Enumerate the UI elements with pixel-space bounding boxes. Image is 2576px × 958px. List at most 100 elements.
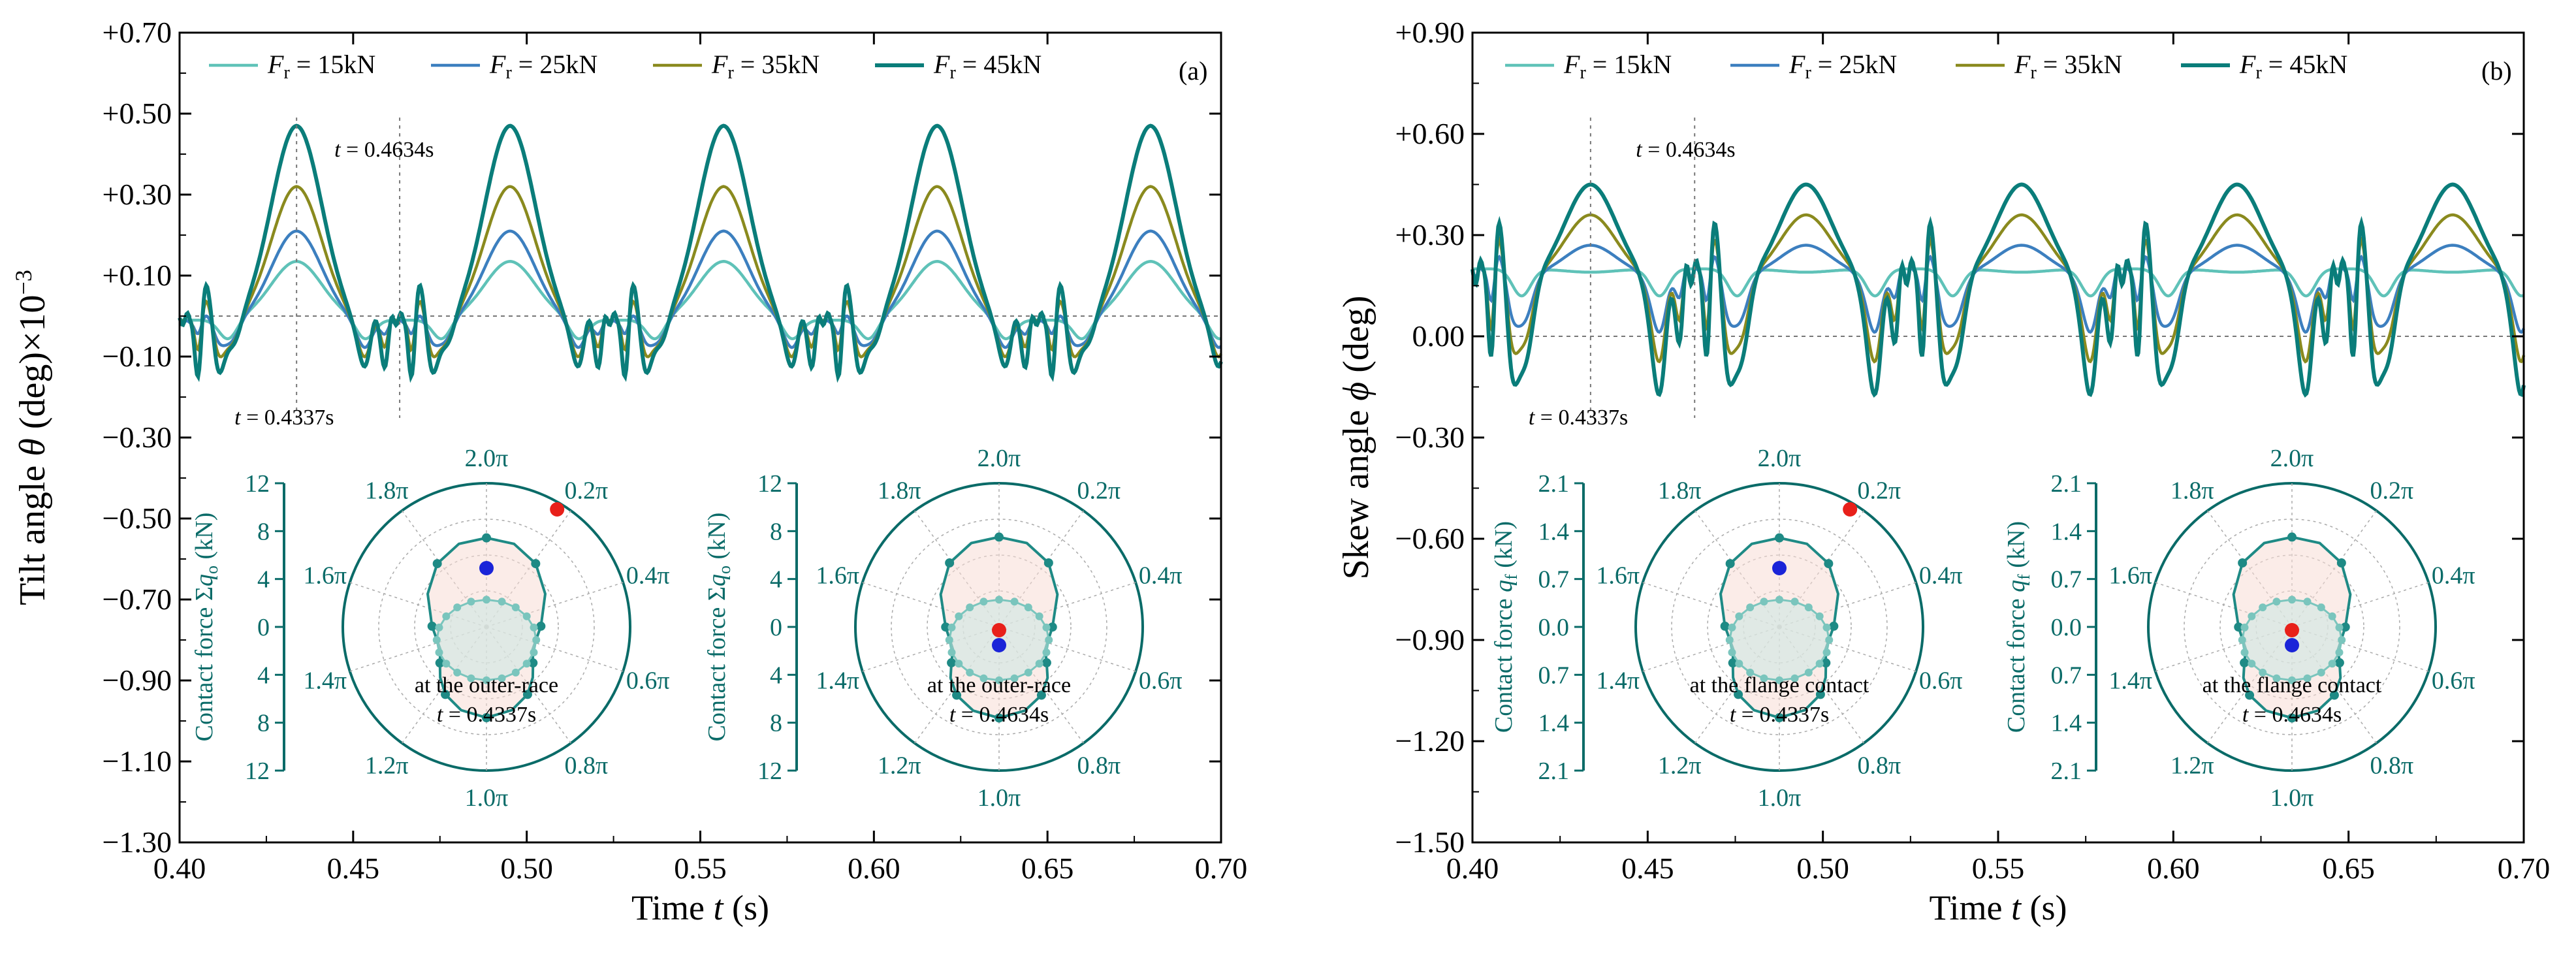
polar-time-label: t = 0.4337s xyxy=(437,703,536,727)
polar-radial-tick-label: 1.4 xyxy=(2051,710,2082,737)
y-tick-label: −0.60 xyxy=(1395,522,1465,555)
legend-sub: r xyxy=(727,63,734,83)
polar-outer-point xyxy=(1829,621,1839,631)
polar-radial-tick-label: 2.1 xyxy=(2051,758,2082,785)
polar-axis-label-unit: (kN) xyxy=(191,513,218,566)
polar-inner-point xyxy=(955,660,963,668)
x-axis-label-var: t xyxy=(714,888,725,927)
polar-angle-label: 0.2π xyxy=(1077,477,1121,505)
guide-label-var: t xyxy=(1529,406,1536,430)
guide-label: t = 0.4634s xyxy=(334,138,434,162)
polar-inner-point xyxy=(2317,668,2325,677)
polar-inner-point xyxy=(2272,674,2281,682)
polar-inner-point xyxy=(2335,648,2344,657)
y-tick-label: +0.30 xyxy=(1395,218,1465,251)
polar-inner-point xyxy=(966,668,974,677)
y-axis-label-unit: (deg)×10 xyxy=(12,295,53,438)
polar-angle-label: 1.8π xyxy=(2171,477,2214,505)
y-tick-label: −0.30 xyxy=(1395,421,1465,454)
polar-axis-label-text: Contact force Σ xyxy=(191,586,218,741)
guide-label-var: t xyxy=(1636,138,1643,162)
polar-inner-point xyxy=(947,648,956,657)
legend-var: F xyxy=(267,50,284,79)
polar-inner-point xyxy=(947,623,956,631)
legend-sub: r xyxy=(2255,63,2262,83)
polar-outer-point xyxy=(482,533,491,543)
polar-angle-label: 1.2π xyxy=(2171,752,2214,779)
polar-outer-point xyxy=(1728,658,1738,668)
polar-inset: 2.0π 0.2π 0.4π 0.6π 0.8π 1.0π 1.2π 1.4π 1.6π 1.8π… xyxy=(2003,445,2475,812)
x-axis-label-var: t xyxy=(2011,888,2022,927)
polar-inner-point xyxy=(1804,603,1813,612)
polar-outer-point xyxy=(522,690,532,699)
polar-radial-tick-label: 8 xyxy=(257,710,270,737)
polar-outer-point xyxy=(482,713,491,723)
polar-angle-label: 1.8π xyxy=(878,477,921,505)
legend-sub: r xyxy=(949,63,956,83)
polar-radial-tick-label: 4 xyxy=(257,662,270,689)
polar-outer-point xyxy=(432,559,442,569)
polar-axis-label: Contact force Σqo (kN) xyxy=(191,513,221,742)
polar-angle-label: 2.0π xyxy=(2270,445,2314,472)
polar-inner-point xyxy=(995,676,1003,684)
series-line-15kN xyxy=(1472,267,2525,298)
guide-label: t = 0.4337s xyxy=(234,406,334,430)
polar-outer-point xyxy=(1775,713,1784,723)
polar-inner-point xyxy=(2338,636,2346,644)
polar-time-var: t xyxy=(949,703,957,727)
y-tick-label: −1.20 xyxy=(1395,724,1465,758)
legend-value: 35kN xyxy=(761,50,819,79)
polar-inset: 2.0π 0.2π 0.4π 0.6π 0.8π 1.0π 1.2π 1.4π 1.6π 1.8π… xyxy=(703,445,1183,812)
polar-outer-point xyxy=(1043,558,1053,568)
y-tick-label: 0.00 xyxy=(1412,319,1465,353)
x-tick-label: 0.65 xyxy=(2322,852,2375,885)
polar-radial-tick-label: 0.7 xyxy=(2051,662,2082,689)
legend-eq: = xyxy=(956,50,984,79)
polar-angle-label: 0.2π xyxy=(2370,477,2413,505)
polar-inner-point xyxy=(453,668,462,677)
polar-time-var: t xyxy=(437,703,444,727)
guide-label-value: = 0.4337s xyxy=(241,406,334,430)
polar-radial-tick-label: 1.4 xyxy=(1538,710,1570,737)
legend-sub: r xyxy=(2030,63,2037,83)
polar-inner-point xyxy=(979,674,988,682)
x-tick-label: 0.60 xyxy=(2147,852,2200,885)
series-line-45kN xyxy=(1471,182,2526,398)
x-axis-label-text: Time xyxy=(631,888,714,927)
polar-inner-point xyxy=(2288,596,2296,604)
polar-outer-point xyxy=(947,658,957,667)
polar-inner-point xyxy=(955,612,963,620)
polar-outer-point xyxy=(2240,658,2250,667)
polar-angle-label: 0.4π xyxy=(626,562,670,590)
guide-label-var: t xyxy=(234,406,242,430)
polar-axis-label-unit: (kN) xyxy=(703,513,731,566)
y-tick-label: −0.10 xyxy=(103,340,172,373)
legend-value: 15kN xyxy=(317,50,375,79)
x-axis-label-unit: (s) xyxy=(2021,888,2067,927)
polar-radial-tick-label: 4 xyxy=(770,566,782,594)
polar-outer-point xyxy=(2334,658,2344,667)
polar-axis-label-text: Contact force Σ xyxy=(703,586,731,741)
y-tick-label: −1.30 xyxy=(103,825,172,859)
polar-radial-tick-label: 2.1 xyxy=(2051,470,2082,498)
polar-outer-point xyxy=(2336,558,2346,568)
polar-inner-point xyxy=(2335,623,2344,631)
polar-outer-point xyxy=(528,658,538,668)
polar-outer-point xyxy=(2340,622,2350,632)
polar-angle-label: 0.4π xyxy=(2432,562,2475,590)
legend-value: 15kN xyxy=(1614,50,1672,79)
polar-angle-label: 0.6π xyxy=(626,667,670,694)
polar-radial-tick-label: 2.1 xyxy=(1538,470,1570,498)
polar-marker-blue xyxy=(992,638,1006,652)
polar-inner-point xyxy=(522,612,531,620)
polar-inner-point xyxy=(2328,660,2336,668)
polar-outer-point xyxy=(941,622,951,632)
polar-inner-point xyxy=(1822,648,1831,657)
polar-radial-tick-label: 0.0 xyxy=(1538,614,1570,641)
polar-angle-label: 1.0π xyxy=(978,784,1021,812)
polar-angle-label: 1.6π xyxy=(303,562,347,590)
polar-inner-point xyxy=(2240,623,2249,631)
legend-eq: = xyxy=(734,50,762,79)
